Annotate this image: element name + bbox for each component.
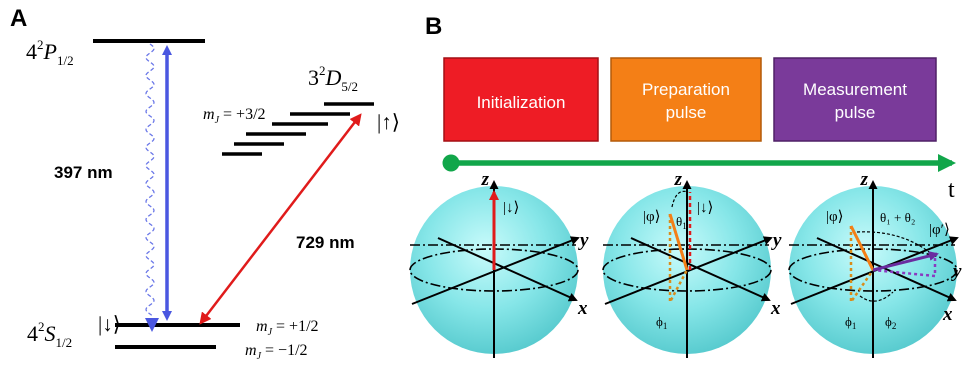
pulse-label-line2: pulse	[666, 103, 707, 122]
mj-s-lower-label: mJ = −1/2	[245, 342, 308, 362]
x-axis-label: x	[770, 298, 781, 319]
state-vector-phi-prime	[872, 251, 939, 272]
projection-lines-2	[872, 258, 937, 278]
ket-down-label: |↓⟩	[98, 312, 121, 336]
bloch-sphere-1: z y x |↓⟩	[409, 169, 589, 358]
pulse-box	[610, 57, 762, 142]
phi-label: ϕ1	[656, 314, 667, 331]
x-axis-label: x	[577, 298, 588, 319]
y-axis-label: y	[771, 230, 782, 251]
ket-phi-prime-label: |φ′⟩	[929, 222, 950, 238]
theta-arc	[671, 190, 689, 208]
theta-label: θ1	[676, 214, 687, 231]
pulse-box	[443, 57, 599, 142]
state-vector	[668, 213, 689, 271]
y-axis-label: y	[951, 261, 962, 282]
mj-s-upper-label: mJ = +1/2	[256, 318, 319, 338]
bloch-sphere-2: z y x |φ⟩ |↓⟩ θ1 ϕ1	[602, 169, 782, 358]
spontaneous-decay-line	[145, 43, 155, 317]
decay-arrowhead	[145, 318, 159, 332]
y-axis-label: y	[578, 230, 589, 251]
z-axis-label: z	[481, 169, 490, 190]
state-vector-phi	[849, 225, 875, 271]
pulse-label: Preparation	[642, 80, 730, 99]
y-axis	[604, 236, 773, 305]
time-label: t	[948, 177, 955, 203]
y-axis	[411, 236, 580, 305]
wavelength-729-label: 729 nm	[296, 233, 355, 252]
phi1-label: ϕ1	[845, 314, 856, 331]
z-axis-label: z	[674, 169, 683, 190]
wavelength-397-label: 397 nm	[54, 163, 113, 182]
laser-729-arrow	[199, 113, 362, 325]
phi2-label: ϕ2	[885, 314, 896, 331]
theta-sum-arc	[856, 231, 930, 253]
theta-sum-label: θ₁ + θ₂	[880, 210, 915, 225]
pulse-label: Measurement	[803, 80, 907, 99]
d-state-label: 32D5/2	[308, 63, 358, 94]
pulse-box	[773, 57, 937, 142]
ket-phi-label: |φ⟩	[826, 209, 844, 225]
bloch-sphere-3: z y x |φ⟩ |φ′⟩ θ₁ + θ₂ ϕ1 ϕ2	[788, 169, 962, 358]
pulse-initialization: Initialization	[443, 57, 599, 142]
pulse-measurement: Measurement pulse	[773, 57, 937, 142]
projection-lines-1	[849, 226, 875, 307]
panel-a-label: A	[10, 5, 27, 32]
p-state-label: 42P1/2	[26, 37, 74, 68]
panel-b-label: B	[425, 13, 442, 40]
equator	[409, 248, 579, 292]
pulse-preparation: Preparation pulse	[610, 57, 762, 142]
pulse-label-line2: pulse	[835, 103, 876, 122]
mj-d-label: mJ = +3/2	[203, 106, 266, 126]
ket-up-label: |↑⟩	[377, 110, 400, 134]
phi2-arc	[859, 291, 894, 302]
ket-phi-label: |φ⟩	[643, 209, 661, 225]
ket-down-label: |↓⟩	[697, 200, 713, 216]
equator	[602, 248, 772, 292]
equator	[788, 248, 958, 292]
x-axis	[816, 237, 957, 302]
x-axis	[630, 237, 771, 302]
ket-down-label: |↓⟩	[503, 200, 519, 216]
x-axis-label: x	[942, 304, 953, 325]
z-axis-label: z	[860, 169, 869, 190]
x-axis	[437, 237, 578, 302]
pulse-label: Initialization	[477, 93, 566, 112]
s-state-label: 42S1/2	[27, 319, 72, 350]
